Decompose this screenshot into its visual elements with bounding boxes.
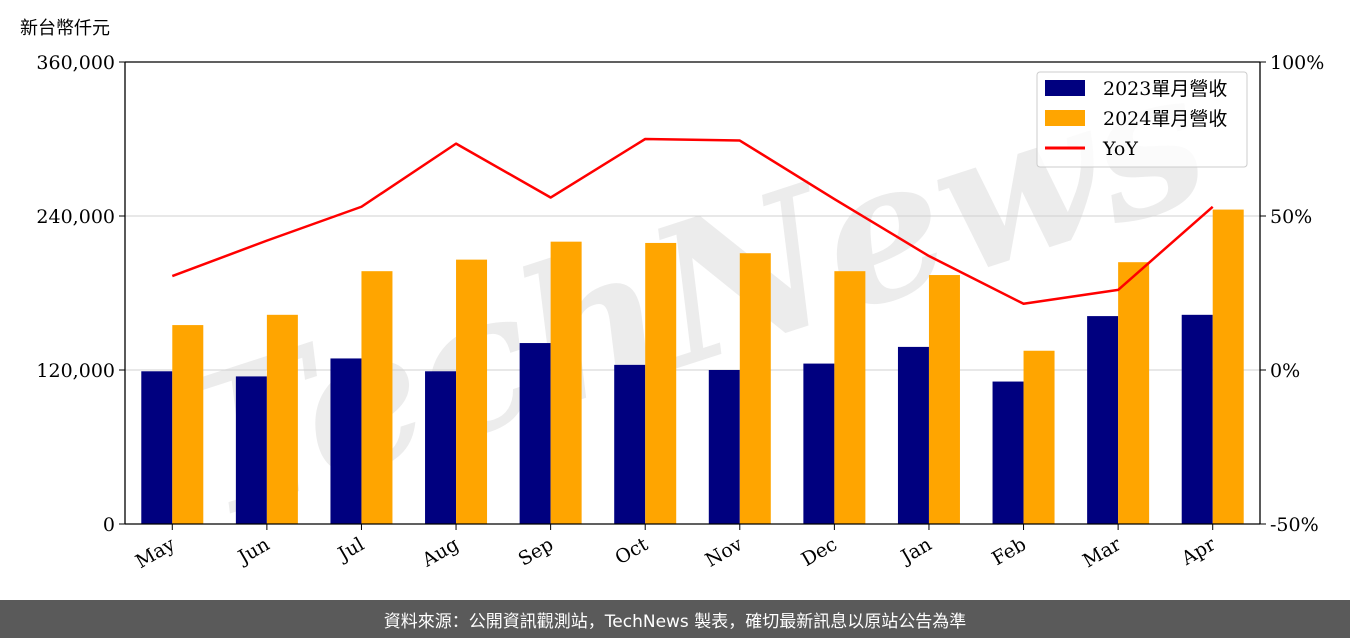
revenue-chart: TechNews0120,000240,000360,000-50%0%50%1… [36,23,1324,573]
source-footer: 資料來源：公開資訊觀測站，TechNews 製表，確切最新訊息以原站公告為準 [0,600,1350,638]
yoy-line [171,137,1214,306]
y-left-tick-label: 240,000 [36,206,115,228]
chart-area: 新台幣仟元 TechNews 0 120,000 240,000 360,000 -50%… [20,18,1324,573]
bar-2024-feb [1023,350,1055,524]
y-right-tick-label: 0% [1270,360,1300,382]
x-tick-label: Jan [896,533,936,569]
x-tick-label: Mar [1079,533,1125,572]
y-left-tick-label: 0 [103,514,115,536]
bar-2023-feb [992,381,1024,524]
legend-label: YoY [1102,138,1138,160]
y-right-tick-label: 50% [1270,206,1312,228]
legend-box [1036,71,1248,168]
bar-2023-oct [614,364,646,524]
legend-label: 2023單月營收 [1103,78,1227,100]
x-tick-label: May [132,533,179,573]
legend-swatch [1045,110,1085,126]
y-left-tick-label: 360,000 [36,52,115,74]
bar-2023-apr [1181,314,1213,524]
bar-2023-sep [519,343,551,524]
bar-2024-oct [645,242,677,524]
x-tick-label: Apr [1177,533,1220,570]
x-tick-label: Feb [988,533,1030,570]
bar-2023-mar [1087,316,1119,524]
bar-2024-sep [550,241,582,524]
bar-2024-apr [1212,209,1244,525]
bar-2023-jul [330,358,362,524]
bar-2023-jan [897,346,929,524]
y-left-tick-label: 120,000 [36,360,115,382]
y-right-tick-label: -50% [1270,514,1319,536]
bar-2024-mar [1118,262,1150,524]
x-tick-label: Nov [702,533,747,572]
bar-2023-dec [803,363,835,524]
y-right-tick-label: 100% [1270,52,1324,74]
bar-2024-aug [456,259,488,524]
bar-2024-may [172,325,204,524]
bar-2023-jun [235,376,267,524]
x-tick-label: Aug [418,533,463,572]
bar-2023-may [141,371,173,524]
bar-2024-jan [928,275,960,524]
bar-2024-jul [361,271,393,524]
x-tick-label: Oct [611,533,652,569]
legend-swatch [1045,80,1085,96]
bar-2023-nov [708,370,740,524]
x-tick-label: Sep [515,533,558,570]
y-axis-unit-label: 新台幣仟元 [20,18,110,39]
bar-2023-aug [425,371,457,524]
legend-label: 2024單月營收 [1103,108,1227,130]
source-text: 資料來源：公開資訊觀測站，TechNews 製表，確切最新訊息以原站公告為準 [383,611,967,632]
x-tick-label: Jul [333,533,368,566]
bar-2024-jun [266,314,298,524]
x-tick-label: Dec [798,533,841,571]
bar-2024-nov [739,253,771,524]
bar-2024-dec [834,271,866,524]
